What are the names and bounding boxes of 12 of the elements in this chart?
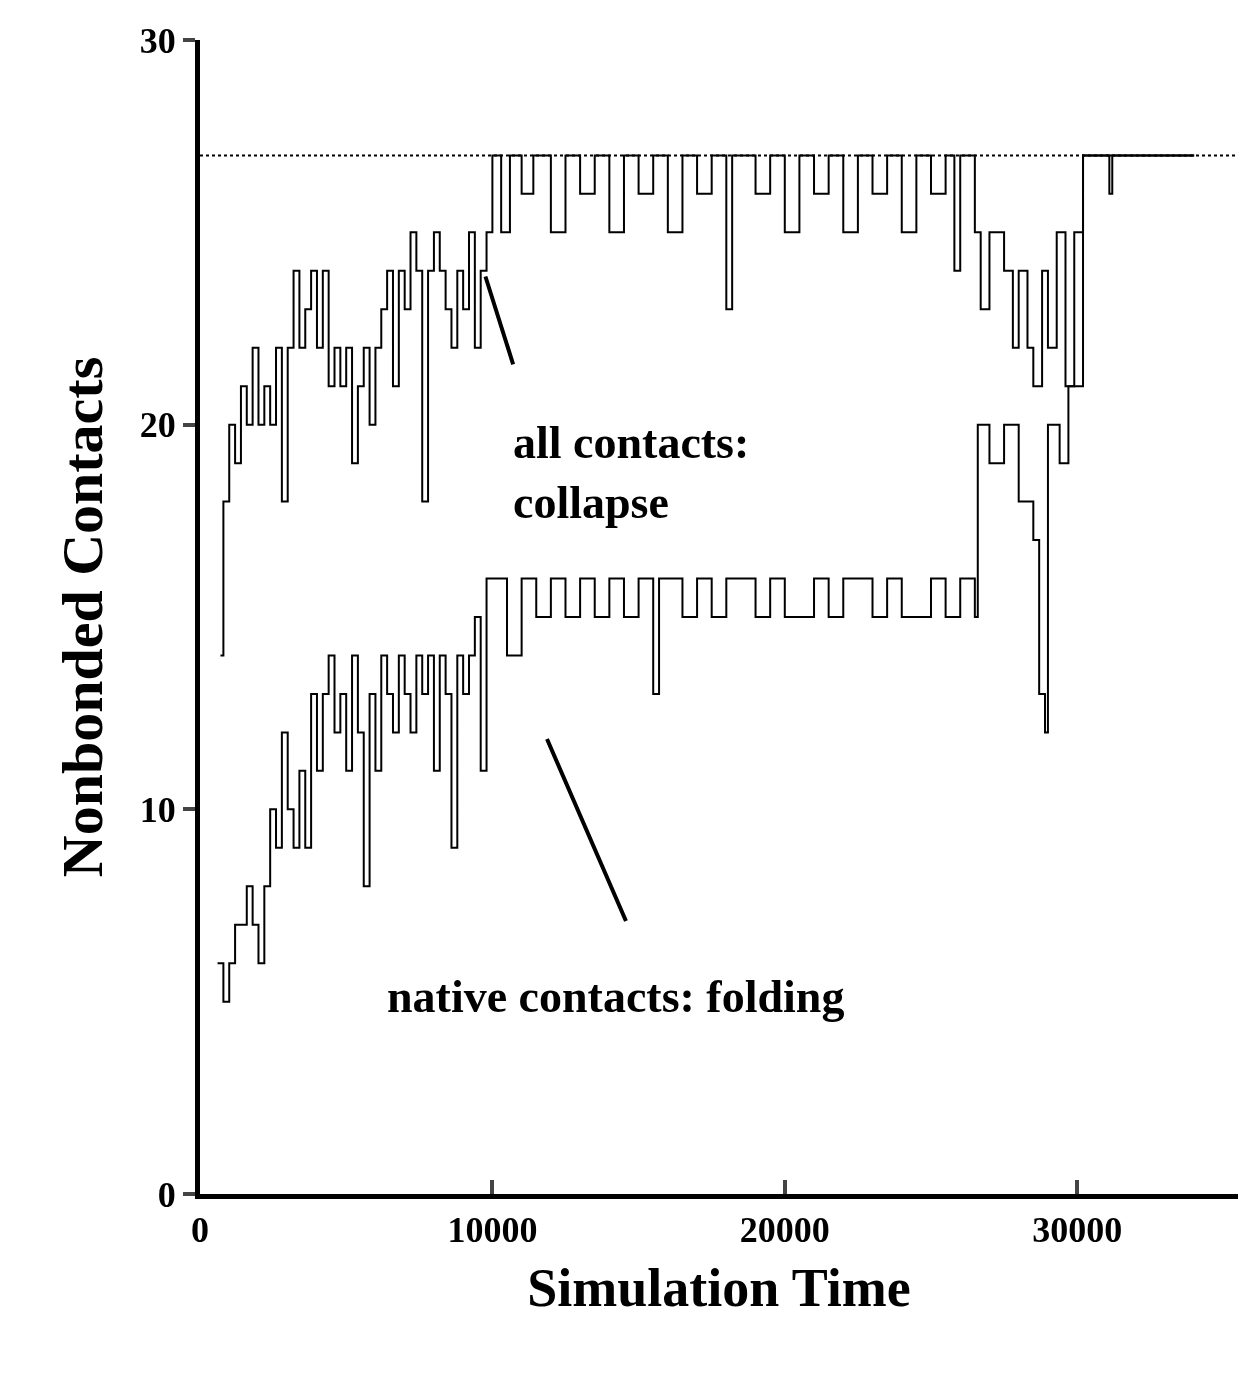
x-tick-label: 0 <box>191 1210 209 1251</box>
x-tick-label: 10000 <box>447 1210 538 1251</box>
x-tick-label: 30000 <box>1032 1210 1123 1251</box>
y-tick-label: 20 <box>139 405 176 446</box>
y-tick-label: 0 <box>157 1174 176 1215</box>
y-tick-label: 10 <box>139 789 176 830</box>
x-axis-title: Simulation Time <box>527 1257 911 1318</box>
y-tick-label: 30 <box>139 20 176 61</box>
annotation: all contacts: collapse <box>513 417 750 528</box>
y-axis-title: Nonbonded Contacts <box>50 356 115 878</box>
x-tick-label: 20000 <box>739 1210 830 1251</box>
annotation: native contacts: folding <box>387 971 845 1022</box>
